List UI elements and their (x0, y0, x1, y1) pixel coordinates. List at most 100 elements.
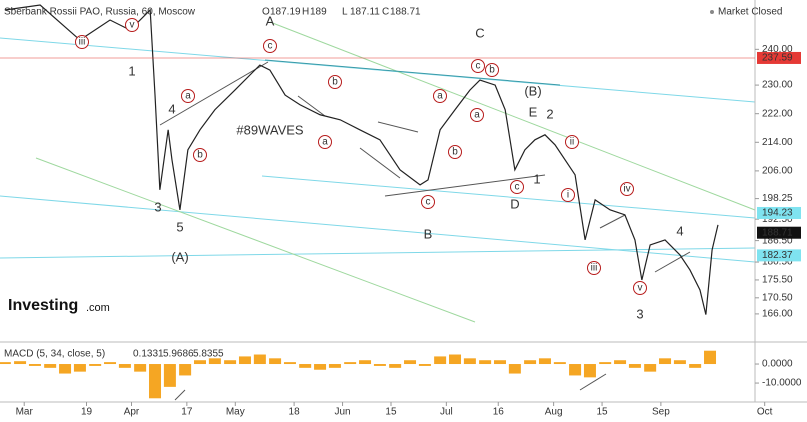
wave-label: b (452, 147, 458, 158)
wave-circle (421, 195, 435, 209)
wave-label: 1 (533, 171, 540, 186)
x-tick-label: Oct (757, 407, 773, 418)
macd-bar (0, 362, 11, 365)
y-tick-label: 192.50 (762, 214, 793, 225)
macd-bar (659, 358, 672, 365)
x-tick-label: 16 (493, 407, 505, 418)
market-status: Market Closed (718, 7, 782, 18)
macd-bar (224, 360, 237, 365)
macd-bar (253, 354, 266, 365)
ohlc-label: O (262, 7, 270, 18)
wave-label: #89WAVES (236, 122, 304, 137)
macd-bar (524, 360, 537, 365)
macd-bar (238, 356, 251, 365)
y-tick-label: 240.00 (762, 44, 793, 55)
macd-bar (59, 364, 72, 374)
macd-bar (179, 364, 192, 376)
wave-circle (125, 18, 139, 32)
wave-label: iii (79, 37, 86, 48)
wave-label: B (424, 226, 433, 241)
wave-circle (587, 261, 601, 275)
y-tick-label: 198.25 (762, 193, 793, 204)
ohlc-value: 187.19 (270, 7, 301, 18)
wave-label: a (322, 137, 328, 148)
macd-bar (134, 364, 147, 372)
wave-circle (448, 145, 462, 159)
wave-circle (620, 182, 634, 196)
wave-label: v (638, 283, 643, 294)
ohlc-value: 189 (310, 7, 327, 18)
price-line (4, 4, 719, 315)
macd-bar (269, 358, 282, 365)
macd-bar (463, 358, 476, 365)
price-badge-label: 182.37 (762, 250, 793, 261)
x-tick-label: Sep (652, 407, 670, 418)
wave-label: (A) (171, 249, 188, 264)
y-tick-label: 170.50 (762, 292, 793, 303)
macd-bar (389, 364, 402, 368)
macd-bar (73, 364, 86, 372)
price-badge (757, 206, 801, 219)
x-tick-label: 19 (81, 407, 93, 418)
x-tick-label: Aug (545, 407, 563, 418)
ohlc-label: C (382, 7, 389, 18)
macd-bar (508, 364, 521, 374)
wave-label: c (515, 182, 520, 193)
wave-circle (633, 281, 647, 295)
wave-label: 3 (636, 306, 643, 321)
wave-label: 5 (176, 219, 183, 234)
wave-label: a (185, 91, 191, 102)
wave-label: ii (570, 137, 574, 148)
macd-bar (44, 364, 57, 368)
wave-label: b (489, 65, 495, 76)
logo-suffix: .com (86, 302, 110, 314)
wave-label: 1 (128, 63, 135, 78)
wave-circle (485, 63, 499, 77)
wave-label: 3 (154, 199, 161, 214)
macd-bar (689, 364, 702, 368)
x-tick-label: Jun (334, 407, 350, 418)
status-dot (710, 10, 714, 14)
wave-label: c (268, 41, 273, 52)
macd-bar (328, 364, 341, 368)
wave-label: 4 (168, 101, 175, 116)
ohlc-value: 187.11 (350, 7, 380, 18)
macd-bar (208, 358, 221, 365)
wave-circle (470, 108, 484, 122)
macd-bar (583, 364, 596, 378)
macd-readout: 0.1331 (133, 349, 164, 360)
wave-circle (181, 89, 195, 103)
price-badge (757, 226, 801, 239)
wave-circle (433, 89, 447, 103)
wave-label: iii (591, 263, 598, 274)
price-badge (757, 51, 801, 64)
macd-bar (104, 362, 117, 365)
x-tick-label: May (226, 407, 245, 418)
wave-label: C (475, 25, 484, 40)
macd-bar (418, 364, 431, 366)
wave-circle (328, 75, 342, 89)
wave-label: 4 (676, 223, 683, 238)
wave-label: i (567, 190, 569, 201)
y-tick-label: 0.0000 (762, 359, 793, 370)
x-tick-label: Mar (16, 407, 34, 418)
price-badge-label: 194.23 (762, 208, 793, 219)
wave-circle (75, 35, 89, 49)
y-tick-label: 186.50 (762, 235, 793, 246)
wave-circle (510, 180, 524, 194)
price-badge-label: 237.59 (762, 53, 793, 64)
macd-bar (628, 364, 641, 368)
macd-title: MACD (5, 34, close, 5) (4, 349, 105, 360)
wave-label: D (510, 196, 519, 211)
macd-bar (14, 361, 27, 365)
wave-circle (561, 188, 575, 202)
ohlc-value: 188.71 (390, 7, 421, 18)
x-tick-label: 17 (181, 407, 193, 418)
wave-label: c (476, 61, 481, 72)
wave-label: a (474, 110, 480, 121)
macd-bar (118, 364, 131, 368)
wave-circle (565, 135, 579, 149)
macd-bar (344, 362, 357, 365)
